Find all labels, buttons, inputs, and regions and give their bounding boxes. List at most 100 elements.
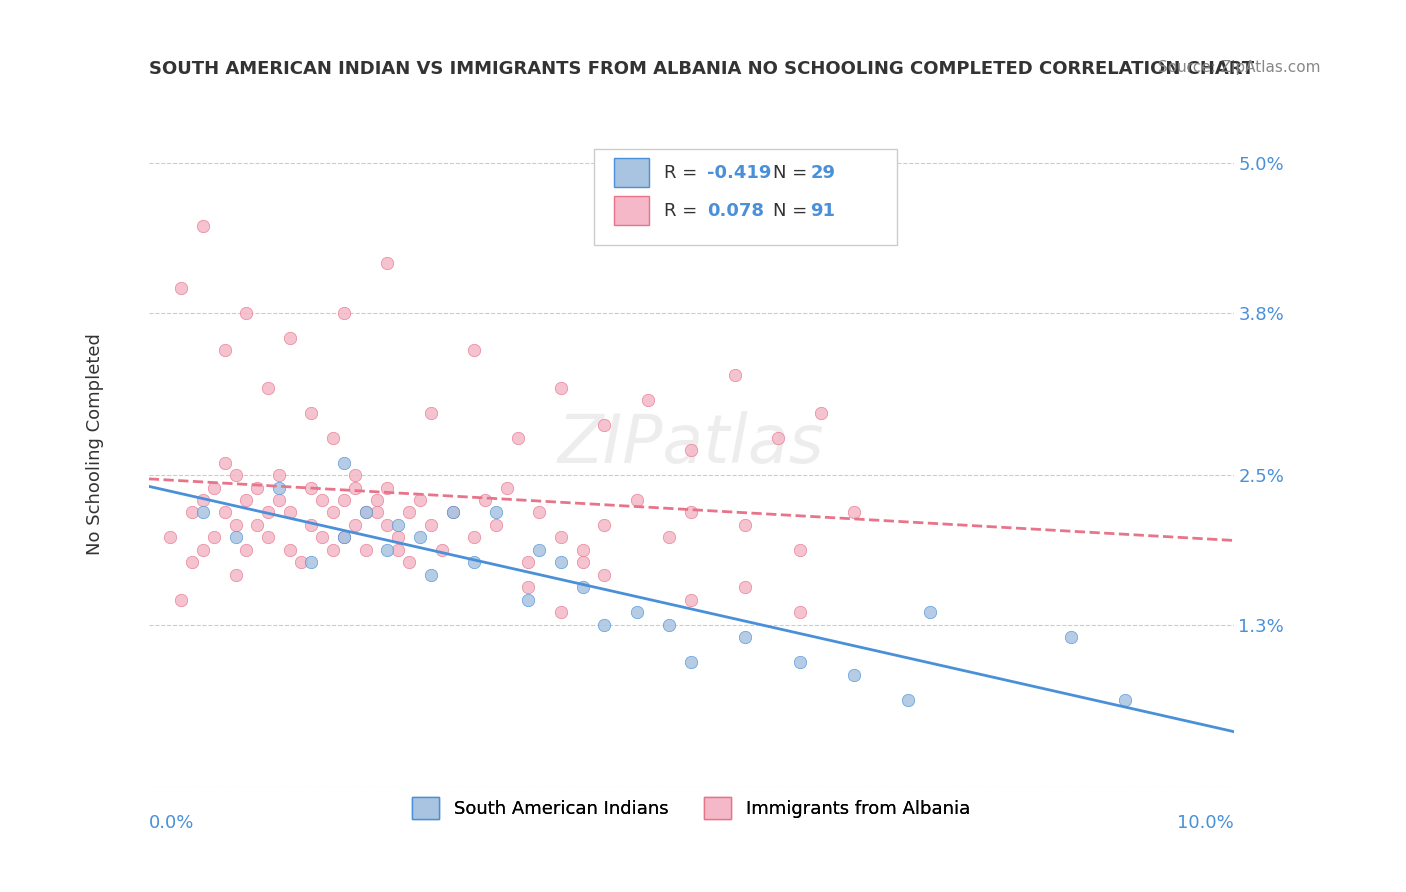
Text: R =: R = — [664, 202, 703, 219]
Point — [681, 592, 703, 607]
Point — [235, 493, 257, 508]
Point — [734, 580, 756, 594]
Point — [571, 580, 593, 594]
Text: 29: 29 — [810, 164, 835, 182]
Point — [529, 506, 551, 520]
Point — [918, 605, 941, 619]
Legend: South American Indians, Immigrants from Albania: South American Indians, Immigrants from … — [405, 789, 977, 826]
Point — [235, 542, 257, 557]
Point — [170, 281, 193, 295]
Point — [517, 580, 540, 594]
Point — [301, 406, 323, 420]
Point — [354, 542, 377, 557]
Point — [290, 555, 312, 569]
Point — [225, 567, 247, 582]
Point — [257, 381, 280, 395]
Point — [354, 506, 377, 520]
Text: N =: N = — [772, 202, 813, 219]
Point — [191, 542, 214, 557]
Point — [723, 368, 745, 383]
Point — [810, 406, 832, 420]
Point — [267, 481, 290, 495]
Text: No Schooling Completed: No Schooling Completed — [86, 333, 104, 555]
Point — [658, 530, 681, 544]
Point — [191, 219, 214, 233]
Point — [181, 506, 204, 520]
Point — [593, 617, 616, 632]
Point — [301, 518, 323, 533]
Point — [681, 443, 703, 458]
Point — [419, 406, 441, 420]
Point — [463, 343, 485, 358]
Point — [387, 530, 409, 544]
Point — [343, 468, 366, 483]
Point — [506, 431, 529, 445]
Point — [267, 493, 290, 508]
Point — [225, 530, 247, 544]
Point — [278, 331, 301, 345]
Text: -0.419: -0.419 — [707, 164, 772, 182]
Point — [354, 506, 377, 520]
Point — [301, 555, 323, 569]
FancyBboxPatch shape — [614, 196, 648, 225]
Point — [191, 493, 214, 508]
Point — [419, 518, 441, 533]
Point — [322, 506, 344, 520]
Point — [734, 630, 756, 644]
Point — [897, 692, 920, 706]
Point — [658, 617, 681, 632]
Point — [517, 592, 540, 607]
Text: R =: R = — [664, 164, 703, 182]
Point — [333, 306, 356, 320]
Point — [398, 555, 420, 569]
Point — [789, 605, 811, 619]
Point — [571, 555, 593, 569]
Point — [681, 655, 703, 669]
Point — [333, 493, 356, 508]
Point — [333, 530, 356, 544]
Point — [202, 481, 225, 495]
Point — [387, 542, 409, 557]
Point — [343, 518, 366, 533]
Point — [257, 506, 280, 520]
Point — [593, 567, 616, 582]
Point — [214, 456, 236, 470]
Point — [214, 343, 236, 358]
Point — [495, 481, 517, 495]
Point — [214, 506, 236, 520]
Point — [571, 542, 593, 557]
Point — [377, 542, 399, 557]
Point — [550, 605, 572, 619]
Point — [159, 530, 181, 544]
Point — [257, 530, 280, 544]
Point — [485, 518, 508, 533]
Point — [593, 418, 616, 433]
Point — [681, 506, 703, 520]
Point — [366, 493, 388, 508]
Point — [550, 381, 572, 395]
Point — [842, 667, 865, 681]
Point — [593, 518, 616, 533]
Point — [485, 506, 508, 520]
Point — [789, 542, 811, 557]
Point — [626, 493, 648, 508]
Point — [463, 555, 485, 569]
Point — [398, 506, 420, 520]
Point — [202, 530, 225, 544]
Text: N =: N = — [772, 164, 813, 182]
Point — [626, 605, 648, 619]
Point — [343, 481, 366, 495]
Point — [322, 542, 344, 557]
Text: 0.078: 0.078 — [707, 202, 765, 219]
Point — [409, 493, 432, 508]
Point — [550, 555, 572, 569]
Point — [278, 506, 301, 520]
Text: 91: 91 — [810, 202, 835, 219]
Text: Source: ZipAtlas.com: Source: ZipAtlas.com — [1157, 60, 1320, 75]
Point — [766, 431, 789, 445]
Point — [322, 431, 344, 445]
Point — [441, 506, 464, 520]
Point — [181, 555, 204, 569]
Point — [529, 542, 551, 557]
Point — [311, 530, 333, 544]
